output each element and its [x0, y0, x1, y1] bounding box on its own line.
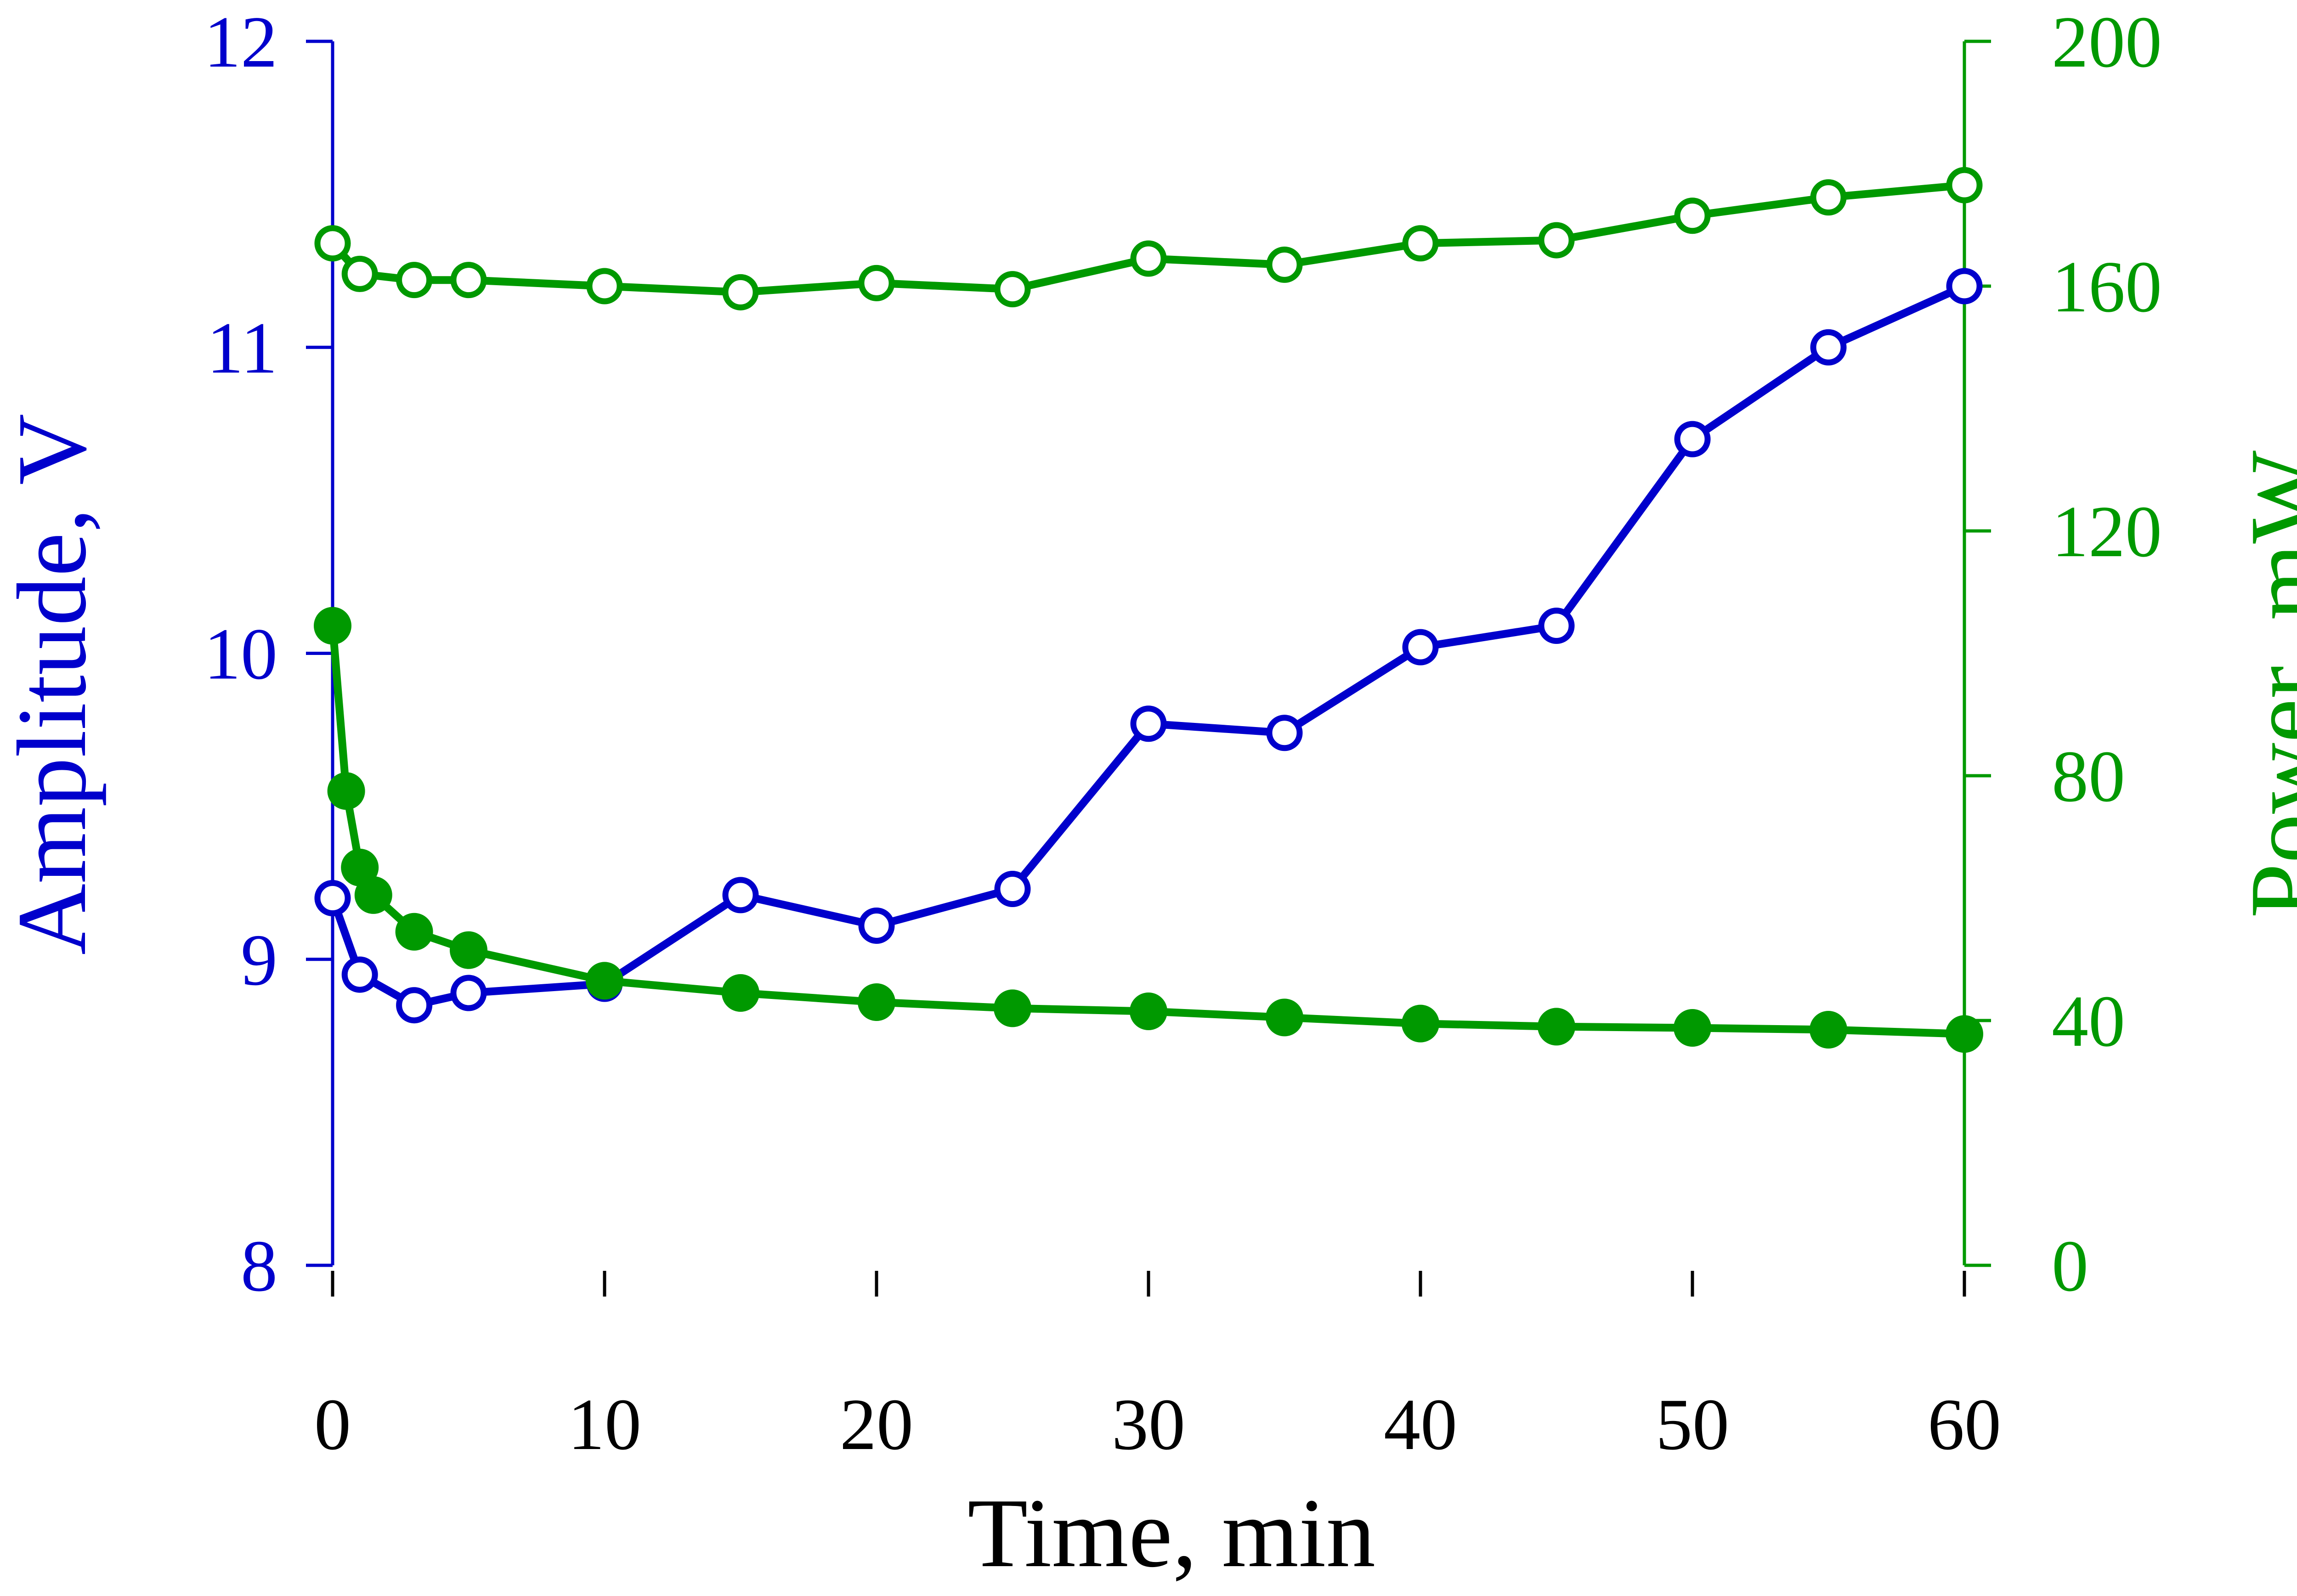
data-point-open	[722, 877, 759, 914]
data-point-open	[341, 255, 378, 292]
data-point-open	[1266, 715, 1303, 751]
right-y-tick-label: 0	[2052, 1225, 2088, 1307]
right-y-tick-label: 120	[2052, 491, 2162, 572]
data-point-open	[1810, 179, 1847, 216]
data-point-open	[1402, 629, 1439, 665]
x-tick-label: 10	[568, 1383, 641, 1465]
data-point-open	[586, 268, 623, 305]
data-point-filled	[327, 772, 365, 810]
left-y-tick-label: 8	[241, 1225, 277, 1307]
data-point-filled	[450, 931, 487, 969]
data-point-open	[1266, 246, 1303, 283]
x-tick-label: 50	[1656, 1383, 1729, 1465]
left-y-tick-label: 11	[207, 307, 277, 389]
right-y-tick-label: 40	[2052, 980, 2125, 1062]
data-point-open	[1674, 421, 1711, 457]
right-y-tick-label: 80	[2052, 735, 2125, 817]
data-point-open	[722, 274, 759, 310]
data-point-open	[858, 907, 895, 944]
data-point-open	[1130, 240, 1167, 277]
data-point-filled	[395, 913, 433, 951]
data-point-open	[341, 956, 378, 993]
right-y-tick-label: 160	[2052, 246, 2162, 327]
x-tick-label: 60	[1928, 1383, 2001, 1465]
left-y-tick-label: 12	[204, 1, 277, 83]
x-tick-label: 0	[314, 1383, 351, 1465]
data-point-filled	[354, 876, 392, 914]
data-point-open	[1402, 225, 1439, 262]
series	[314, 167, 1983, 1053]
data-point-filled	[1266, 998, 1303, 1037]
x-tick-label: 40	[1384, 1383, 1457, 1465]
data-point-open	[450, 262, 487, 299]
data-point-open	[1810, 329, 1847, 366]
left-y-axis-title: Amplitude, V	[0, 414, 107, 955]
data-point-open	[396, 262, 433, 299]
data-point-open	[1946, 268, 1983, 305]
data-point-open	[1538, 608, 1575, 644]
data-point-open	[858, 265, 895, 301]
data-point-open	[1130, 705, 1167, 742]
data-point-open	[1674, 197, 1711, 234]
data-point-open	[994, 271, 1031, 308]
data-point-open	[1538, 222, 1575, 259]
data-point-open	[396, 987, 433, 1024]
data-point-filled	[1538, 1008, 1575, 1046]
data-point-open	[994, 871, 1031, 908]
data-point-filled	[722, 974, 759, 1012]
data-point-filled	[1810, 1010, 1847, 1049]
left-y-tick-label: 10	[204, 613, 277, 695]
x-axis-title: Time, min	[967, 1478, 1375, 1588]
data-point-filled	[1402, 1004, 1439, 1043]
x-tick-label: 30	[1112, 1383, 1185, 1465]
right-y-tick-label: 200	[2052, 1, 2162, 83]
data-point-filled	[1130, 993, 1167, 1031]
data-point-filled	[586, 962, 623, 1000]
data-point-filled	[1674, 1009, 1711, 1047]
data-point-open	[314, 225, 351, 262]
data-point-filled	[858, 983, 895, 1021]
data-point-filled	[314, 607, 351, 645]
x-tick-label: 20	[840, 1383, 913, 1465]
data-point-filled	[1946, 1015, 1983, 1053]
left-y-tick-label: 9	[241, 919, 277, 1001]
right-y-axis-title: Power, mW	[2229, 451, 2297, 918]
data-point-filled	[994, 989, 1031, 1027]
data-point-open	[1946, 167, 1983, 203]
data-point-open	[450, 975, 487, 1011]
data-point-open	[314, 880, 351, 916]
